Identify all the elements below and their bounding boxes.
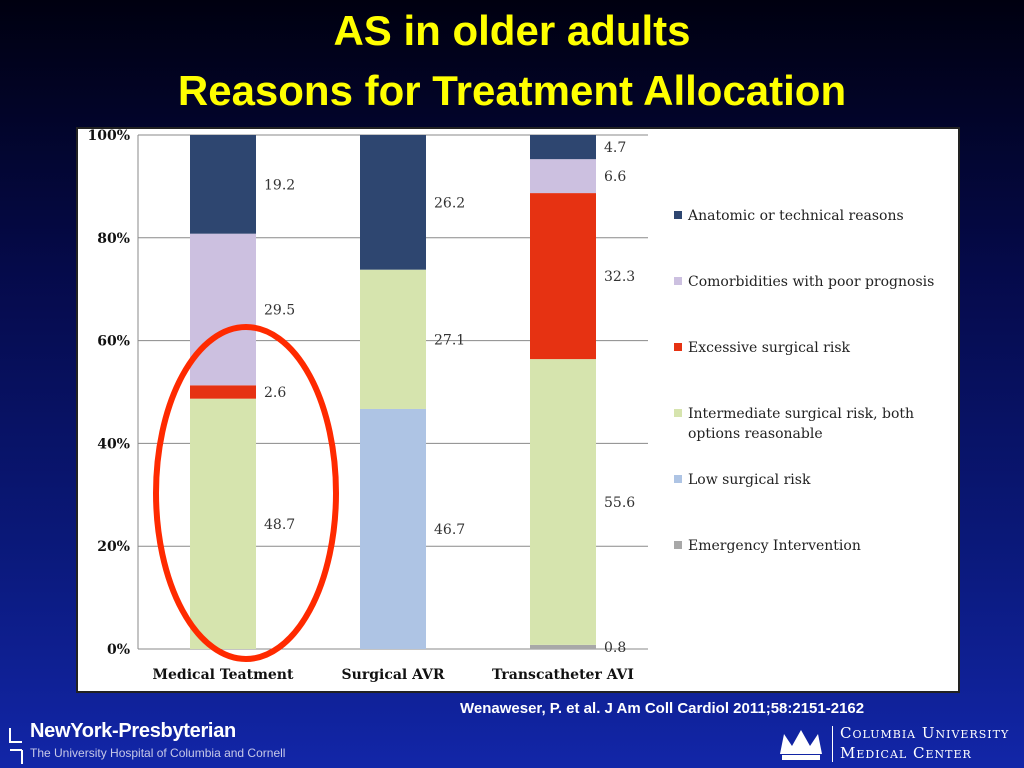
nyp-name: NewYork-Presbyterian bbox=[30, 720, 236, 742]
nyp-logo: NewYork-Presbyterian The University Hosp… bbox=[8, 720, 338, 768]
bar-segment bbox=[360, 135, 426, 270]
y-tick-label: 60% bbox=[97, 334, 130, 350]
cu-line1: Columbia University bbox=[840, 724, 1010, 742]
legend-label: Excessive surgical risk bbox=[688, 340, 851, 356]
legend-label: Intermediate surgical risk, both bbox=[688, 406, 914, 422]
chart-panel: 0% 20% 40% 60% 80% 100% 48.7 2.6 29.5 19.2 Medical… bbox=[76, 127, 960, 693]
bar-segment bbox=[360, 269, 426, 409]
data-label: 32.3 bbox=[604, 269, 635, 285]
data-label: 48.7 bbox=[264, 517, 295, 533]
data-label: 55.6 bbox=[604, 495, 635, 511]
bar-segment bbox=[190, 233, 256, 386]
slide-title-line1: AS in older adults bbox=[333, 7, 691, 54]
data-label: 6.6 bbox=[604, 169, 626, 185]
nyp-subtitle: The University Hospital of Columbia and … bbox=[30, 746, 286, 760]
legend-swatch bbox=[674, 541, 682, 549]
legend-swatch bbox=[674, 409, 682, 417]
bar-segment bbox=[360, 408, 426, 649]
y-tick-label: 20% bbox=[97, 539, 130, 555]
highlight-ellipse bbox=[153, 324, 339, 662]
y-tick-label: 80% bbox=[97, 231, 130, 247]
legend-label: Low surgical risk bbox=[688, 472, 811, 488]
crown-icon bbox=[780, 730, 822, 760]
bar-segment bbox=[530, 193, 596, 360]
legend-label: options reasonable bbox=[688, 426, 823, 442]
data-label: 2.6 bbox=[264, 385, 286, 401]
data-label: 46.7 bbox=[434, 522, 465, 538]
slide-title-line2: Reasons for Treatment Allocation bbox=[177, 67, 847, 114]
data-label: 26.2 bbox=[434, 195, 465, 211]
data-label: 0.8 bbox=[604, 640, 626, 656]
legend-label: Anatomic or technical reasons bbox=[687, 208, 904, 224]
data-label: 29.5 bbox=[264, 303, 295, 319]
y-tick-label: 0% bbox=[107, 642, 130, 658]
legend-label: Emergency Intervention bbox=[688, 538, 861, 554]
bar-segment bbox=[530, 159, 596, 194]
data-label: 19.2 bbox=[264, 177, 295, 193]
x-category-label: Medical Teatment bbox=[153, 667, 294, 683]
columbia-logo: Columbia University Medical Center bbox=[776, 722, 1016, 766]
x-category-label: Transcatheter AVI bbox=[492, 667, 634, 683]
nyp-bracket-icon bbox=[9, 728, 23, 764]
y-tick-label: 40% bbox=[97, 436, 130, 452]
legend-swatch bbox=[674, 343, 682, 351]
legend-label: Comorbidities with poor prognosis bbox=[688, 274, 934, 290]
bar-segment bbox=[190, 398, 256, 649]
data-label: 4.7 bbox=[604, 140, 626, 156]
logo-divider bbox=[832, 726, 833, 762]
legend-swatch bbox=[674, 277, 682, 285]
stacked-bar-chart: 0% 20% 40% 60% 80% 100% 48.7 2.6 29.5 19.2 Medical… bbox=[87, 129, 934, 683]
x-category-label: Surgical AVR bbox=[342, 667, 445, 683]
bar-segment bbox=[530, 135, 596, 160]
legend-swatch bbox=[674, 211, 682, 219]
legend-swatch bbox=[674, 475, 682, 483]
bar-segment bbox=[190, 135, 256, 234]
bar-segment bbox=[530, 644, 596, 649]
bar-segment bbox=[190, 385, 256, 399]
data-label: 27.1 bbox=[434, 332, 465, 348]
cu-line2: Medical Center bbox=[840, 744, 972, 762]
y-tick-label: 100% bbox=[87, 129, 130, 144]
citation: Wenaweser, P. et al. J Am Coll Cardiol 2… bbox=[460, 700, 865, 717]
bar-segment bbox=[530, 359, 596, 645]
